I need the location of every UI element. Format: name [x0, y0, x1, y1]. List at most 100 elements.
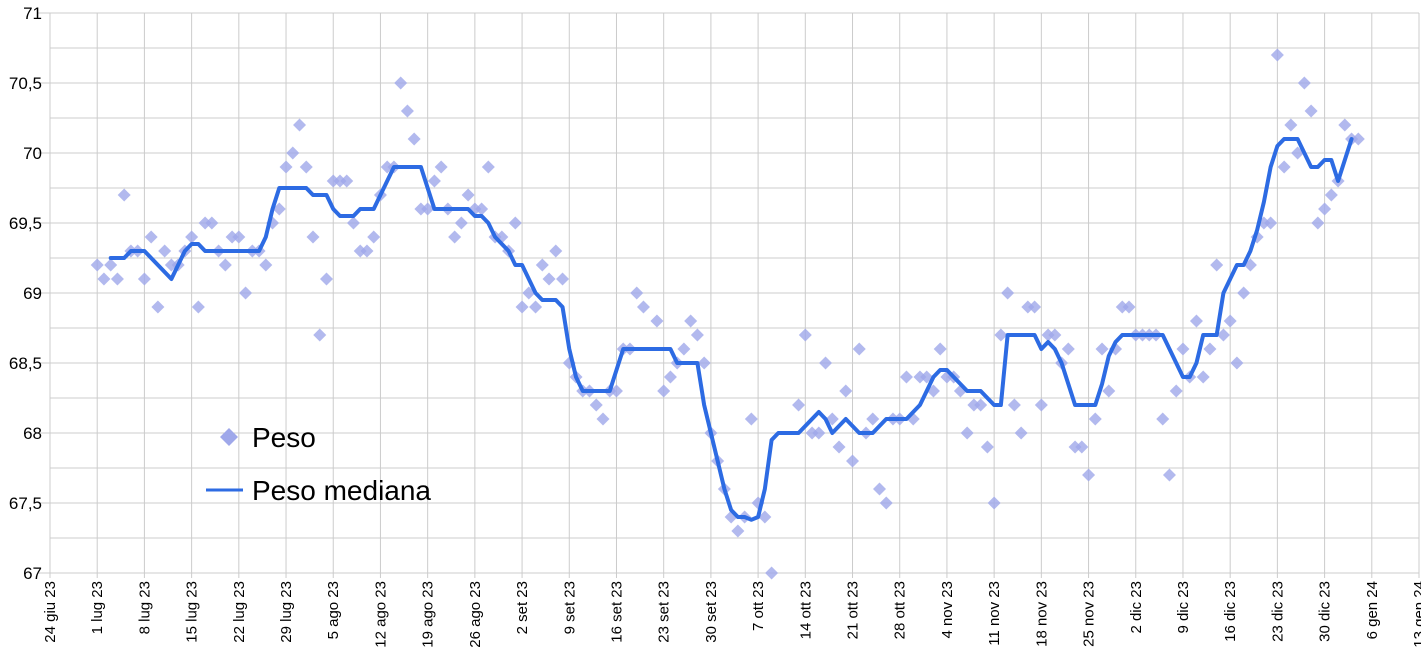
x-axis-tick-label: 2 dic 23	[1128, 581, 1145, 634]
peso-data-point	[293, 118, 307, 132]
peso-data-point	[677, 342, 691, 356]
peso-data-point	[218, 258, 232, 272]
peso-data-point	[198, 216, 212, 230]
peso-data-point	[758, 510, 772, 524]
peso-data-point	[427, 174, 441, 188]
peso-data-point	[448, 230, 462, 244]
x-axis-tick-label: 29 lug 23	[278, 581, 295, 643]
x-axis-tick-label: 6 gen 24	[1364, 581, 1381, 639]
peso-data-point	[866, 412, 880, 426]
peso-data-point	[1237, 286, 1251, 300]
x-axis-tick-label: 23 dic 23	[1269, 581, 1286, 642]
peso-data-point	[663, 370, 677, 384]
peso-data-point	[313, 328, 327, 342]
peso-data-point	[1196, 370, 1210, 384]
peso-data-point	[400, 104, 414, 118]
x-axis-tick-label: 12 ago 23	[372, 581, 389, 648]
peso-data-point	[508, 216, 522, 230]
peso-data-point	[1216, 328, 1230, 342]
y-axis-tick-label: 69,5	[9, 214, 42, 233]
legend-peso-mediana-label: Peso mediana	[252, 475, 431, 506]
peso-data-point	[239, 286, 253, 300]
x-axis-tick-label: 24 giu 23	[42, 581, 59, 643]
peso-data-point	[1034, 398, 1048, 412]
peso-data-point	[151, 300, 165, 314]
peso-data-point	[899, 370, 913, 384]
peso-data-point	[1095, 342, 1109, 356]
peso-data-point	[1169, 384, 1183, 398]
peso-data-point	[279, 160, 293, 174]
x-axis-tick-label: 14 ott 23	[797, 581, 814, 639]
x-axis-tick-label: 13 gen 24	[1411, 581, 1421, 648]
peso-data-point	[1351, 132, 1365, 146]
peso-data-point	[1318, 202, 1332, 216]
peso-data-point	[137, 272, 151, 286]
peso-data-point	[1048, 328, 1062, 342]
peso-data-point	[542, 272, 556, 286]
peso-data-point	[650, 314, 664, 328]
peso-data-point	[556, 272, 570, 286]
peso-data-point	[1014, 426, 1028, 440]
peso-data-point	[549, 244, 563, 258]
peso-data-point	[306, 230, 320, 244]
y-axis-tick-label: 68,5	[9, 354, 42, 373]
peso-data-point	[475, 202, 489, 216]
peso-data-point	[353, 244, 367, 258]
peso-data-point	[515, 300, 529, 314]
peso-data-point	[994, 328, 1008, 342]
peso-data-point	[1007, 398, 1021, 412]
peso-data-point	[974, 398, 988, 412]
peso-data-point	[1304, 104, 1318, 118]
peso-data-point	[481, 160, 495, 174]
peso-data-point	[299, 160, 313, 174]
peso-data-point	[1088, 412, 1102, 426]
x-axis-tick-label: 1 lug 23	[89, 581, 106, 634]
y-axis-tick-label: 70,5	[9, 74, 42, 93]
peso-data-point	[1068, 440, 1082, 454]
peso-data-point	[394, 76, 408, 90]
peso-data-point	[346, 216, 360, 230]
peso-mediana-line-series	[108, 137, 1354, 522]
peso-data-point	[1284, 118, 1298, 132]
peso-data-point	[1277, 160, 1291, 174]
x-axis-tick-label: 18 nov 23	[1033, 581, 1050, 647]
peso-data-point	[1311, 216, 1325, 230]
y-axis-tick-label: 71	[23, 4, 42, 23]
peso-data-point	[286, 146, 300, 160]
peso-data-point	[407, 132, 421, 146]
peso-data-point	[1223, 314, 1237, 328]
peso-data-point	[535, 258, 549, 272]
x-axis-tick-label: 19 ago 23	[420, 581, 437, 648]
peso-data-point	[360, 244, 374, 258]
peso-data-point	[1001, 286, 1015, 300]
peso-data-point	[1297, 76, 1311, 90]
x-axis-tick-label: 16 dic 23	[1222, 581, 1239, 642]
y-axis-tick-label: 69	[23, 284, 42, 303]
peso-data-point	[987, 496, 1001, 510]
peso-data-point	[333, 174, 347, 188]
peso-data-point	[414, 202, 428, 216]
peso-data-point	[805, 426, 819, 440]
peso-data-point	[913, 370, 927, 384]
legend-peso-label: Peso	[252, 422, 316, 453]
x-axis-tick-label: 11 nov 23	[986, 581, 1003, 646]
peso-data-point	[1021, 300, 1035, 314]
y-axis-tick-label: 70	[23, 144, 42, 163]
peso-data-point	[185, 230, 199, 244]
peso-data-point	[1122, 300, 1136, 314]
peso-data-point	[819, 356, 833, 370]
peso-data-point	[1189, 314, 1203, 328]
y-axis-tick-label: 68	[23, 424, 42, 443]
peso-data-point	[259, 258, 273, 272]
peso-data-point	[1210, 258, 1224, 272]
peso-data-point	[1270, 48, 1284, 62]
x-axis-tick-label: 22 lug 23	[231, 581, 248, 643]
peso-data-point	[1203, 342, 1217, 356]
peso-data-point	[1176, 342, 1190, 356]
peso-data-point	[832, 440, 846, 454]
peso-data-point	[846, 454, 860, 468]
peso-data-point	[1264, 216, 1278, 230]
peso-data-point	[852, 342, 866, 356]
